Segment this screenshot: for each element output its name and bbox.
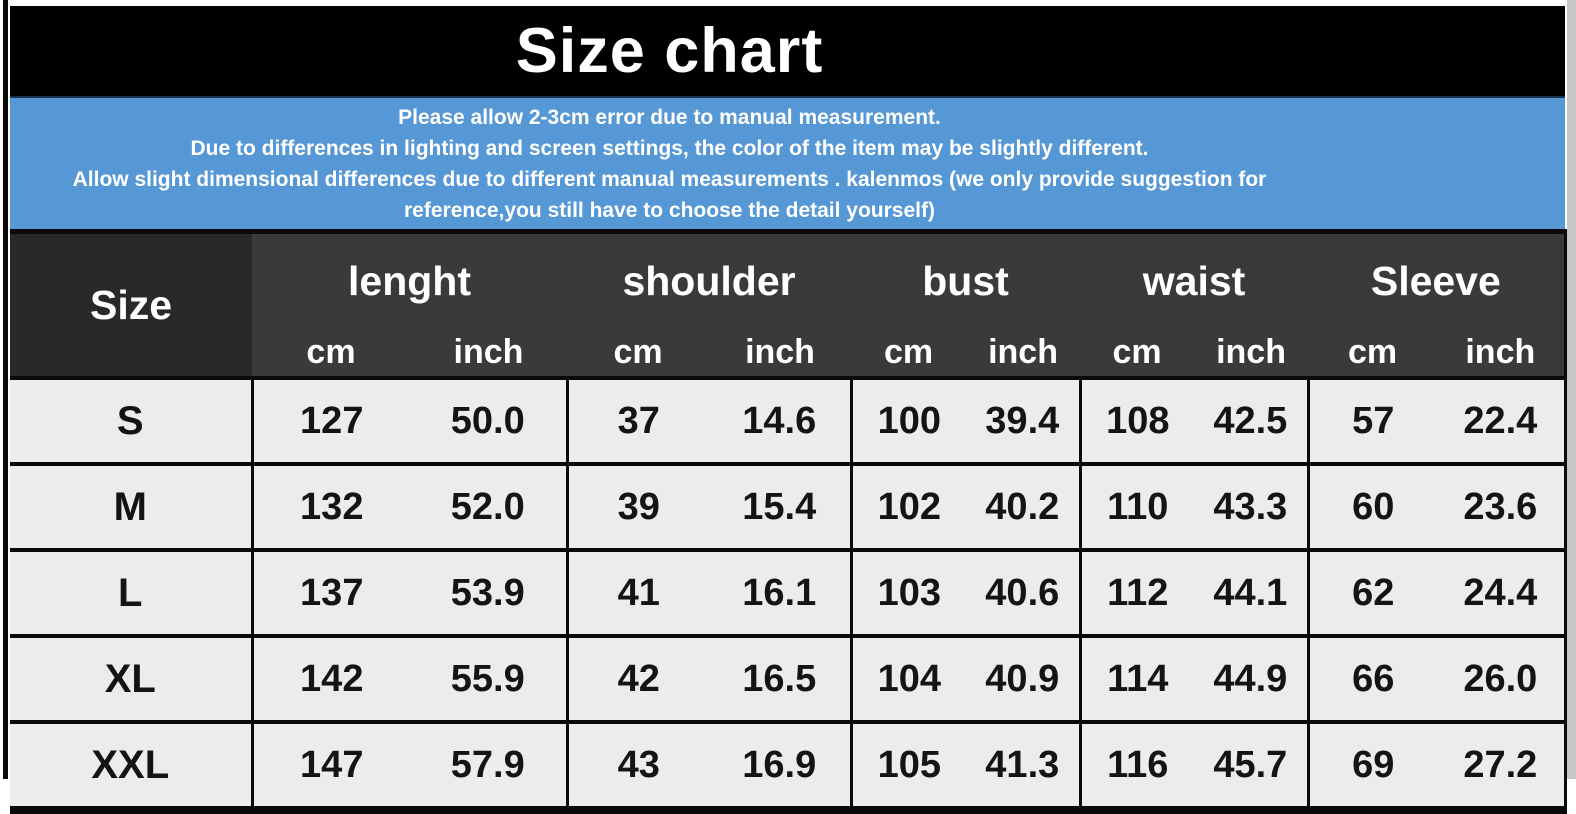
unit-inch: inch: [1194, 328, 1309, 378]
cell: 57.9: [410, 720, 568, 810]
size-table: Size lenght shoulder bust waist Sleeve c…: [10, 229, 1567, 814]
header-shoulder: shoulder: [567, 231, 852, 328]
unit-cm: cm: [252, 328, 410, 378]
cell: 16.1: [709, 548, 852, 636]
size-label: L: [10, 548, 252, 636]
header-group-row: Size lenght shoulder bust waist Sleeve: [10, 231, 1566, 378]
table-row-l: L 137 53.9 41 16.1 103 40.6 112 44.1 62 …: [10, 548, 1566, 636]
cell: 40.9: [966, 634, 1081, 722]
size-label: XXL: [10, 720, 252, 810]
cell: 62: [1306, 548, 1438, 636]
disclaimer-banner: Please allow 2-3cm error due to manual m…: [10, 96, 1565, 229]
cell: 39.4: [966, 376, 1081, 464]
cell: 116: [1078, 720, 1195, 810]
left-border-line: [3, 0, 8, 779]
cell: 55.9: [410, 634, 568, 722]
cell: 50.0: [410, 376, 568, 464]
cell: 114: [1078, 634, 1195, 722]
size-label: S: [10, 376, 252, 464]
cell: 142: [250, 634, 410, 722]
cell: 66: [1306, 634, 1438, 722]
cell: 137: [250, 548, 410, 636]
cell: 132: [250, 462, 410, 550]
cell: 16.9: [709, 720, 852, 810]
content-area: Size chart Please allow 2-3cm error due …: [10, 6, 1567, 814]
cell: 42.5: [1194, 376, 1309, 464]
unit-cm: cm: [1308, 328, 1438, 378]
cell: 53.9: [410, 548, 568, 636]
cell: 105: [849, 720, 967, 810]
header-size: Size: [10, 231, 252, 378]
cell: 57: [1306, 376, 1438, 464]
header-units-row: cm inch cm inch cm inch cm inch cm inch: [10, 328, 1566, 378]
disclaimer-line-2: Due to differences in lighting and scree…: [190, 136, 1149, 160]
cell: 14.6: [709, 376, 852, 464]
header-bust: bust: [851, 231, 1081, 328]
cell: 26.0: [1437, 634, 1566, 722]
unit-cm: cm: [1080, 328, 1195, 378]
unit-cm: cm: [851, 328, 967, 378]
cell: 27.2: [1437, 720, 1566, 810]
unit-cm: cm: [567, 328, 710, 378]
disclaimer-line-4: reference,you still have to choose the d…: [404, 198, 935, 222]
cell: 16.5: [709, 634, 852, 722]
cell: 108: [1078, 376, 1195, 464]
cell: 112: [1078, 548, 1195, 636]
disclaimer-line-3: Allow slight dimensional differences due…: [72, 167, 1267, 191]
cell: 42: [565, 634, 710, 722]
page-title: Size chart: [515, 16, 824, 86]
table-row-s: S 127 50.0 37 14.6 100 39.4 108 42.5 57 …: [10, 376, 1566, 464]
cell: 147: [250, 720, 410, 810]
cell: 44.1: [1194, 548, 1309, 636]
cell: 127: [250, 376, 410, 464]
cell: 45.7: [1194, 720, 1309, 810]
unit-inch: inch: [1437, 328, 1566, 378]
cell: 23.6: [1437, 462, 1566, 550]
title-bar: Size chart: [10, 6, 1565, 96]
cell: 24.4: [1437, 548, 1566, 636]
cell: 37: [565, 376, 710, 464]
table-row-m: M 132 52.0 39 15.4 102 40.2 110 43.3 60 …: [10, 462, 1566, 550]
cell: 69: [1306, 720, 1438, 810]
cell: 39: [565, 462, 710, 550]
cell: 22.4: [1437, 376, 1566, 464]
cell: 43: [565, 720, 710, 810]
disclaimer-line-1: Please allow 2-3cm error due to manual m…: [398, 105, 941, 129]
unit-inch: inch: [966, 328, 1081, 378]
table-row-xxl: XXL 147 57.9 43 16.9 105 41.3 116 45.7 6…: [10, 720, 1566, 810]
cell: 44.9: [1194, 634, 1309, 722]
cell: 41.3: [966, 720, 1081, 810]
cell: 110: [1078, 462, 1195, 550]
cell: 52.0: [410, 462, 568, 550]
cell: 104: [849, 634, 967, 722]
cell: 41: [565, 548, 710, 636]
unit-inch: inch: [410, 328, 568, 378]
cell: 100: [849, 376, 967, 464]
header-sleeve: Sleeve: [1308, 231, 1566, 328]
size-chart-image: Size chart Please allow 2-3cm error due …: [3, 0, 1576, 814]
unit-inch: inch: [709, 328, 852, 378]
cell: 103: [849, 548, 967, 636]
cell: 43.3: [1194, 462, 1309, 550]
right-edge-strip: [1567, 0, 1576, 779]
header-waist: waist: [1080, 231, 1309, 328]
cell: 15.4: [709, 462, 852, 550]
cell: 40.2: [966, 462, 1081, 550]
cell: 40.6: [966, 548, 1081, 636]
header-lenght: lenght: [252, 231, 568, 328]
size-label: XL: [10, 634, 252, 722]
cell: 60: [1306, 462, 1438, 550]
table-row-xl: XL 142 55.9 42 16.5 104 40.9 114 44.9 66…: [10, 634, 1566, 722]
size-label: M: [10, 462, 252, 550]
cell: 102: [849, 462, 967, 550]
